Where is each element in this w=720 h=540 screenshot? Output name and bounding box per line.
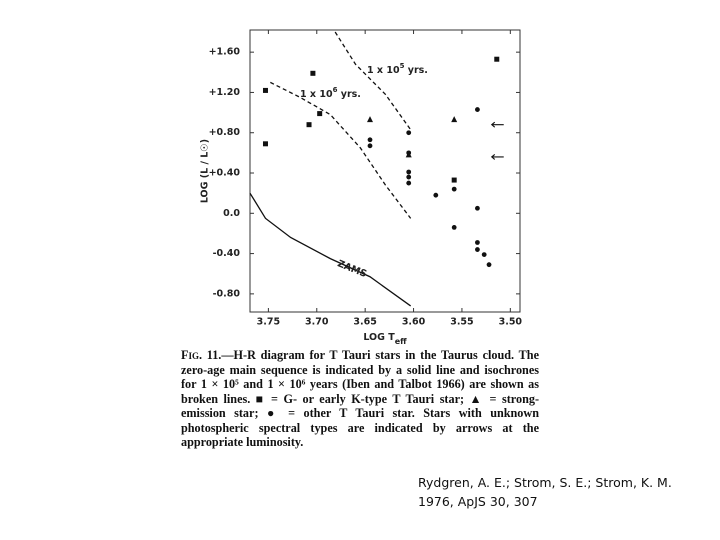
isochrone [334, 31, 412, 131]
circle-point [406, 150, 412, 156]
curve-label-text: ZAMS [336, 258, 369, 280]
citation-authors: Rydgren, A. E.; Strom, S. E.; Strom, K. … [418, 475, 672, 490]
circle-point [451, 186, 457, 192]
triangle-point [367, 116, 373, 123]
x-axis-label: LOG Teff [363, 332, 407, 346]
arrow-point [490, 153, 504, 160]
x-tick-label: 3.55 [450, 317, 473, 328]
x-tick-label: 3.50 [499, 317, 523, 328]
circle-point [433, 192, 439, 198]
curve-label-suffix: yrs. [337, 89, 360, 100]
circle-point [406, 180, 412, 186]
plot-frame [249, 29, 521, 313]
circle-point [406, 130, 412, 136]
circle-point [475, 240, 480, 245]
x-tick-label: 3.70 [305, 317, 329, 328]
curve-label: 1 x 106 yrs. [300, 86, 361, 100]
circle-point [486, 262, 492, 268]
circle-point [406, 169, 412, 175]
curve-label-suffix: yrs. [404, 65, 427, 76]
circle-point [475, 247, 480, 252]
citation: Rydgren, A. E.; Strom, S. E.; Strom, K. … [418, 473, 672, 511]
square-point [306, 122, 312, 128]
circle-point [475, 107, 480, 112]
citation-reference: 1976, ApJS 30, 307 [418, 494, 538, 509]
y-tick-label: +0.40 [209, 168, 241, 179]
caption-text: —H-R diagram for T Tauri stars in the Ta… [181, 348, 539, 449]
y-tick-label: +1.20 [209, 87, 241, 98]
circle-point [481, 252, 487, 257]
isochrone [270, 81, 412, 219]
circle-point [367, 137, 373, 143]
x-tick-label: 3.60 [402, 317, 426, 328]
square-point [262, 87, 268, 93]
curve-label-text: 1 x 10 [300, 89, 333, 100]
x-tick-label: 3.75 [257, 317, 280, 328]
square-point [451, 177, 457, 183]
square-point [317, 111, 323, 117]
y-axis-label: LOG (L / L☉) [200, 139, 211, 203]
curve-label-sup: 5 [400, 62, 405, 70]
curve-label: 1 x 105 yrs. [367, 62, 428, 76]
curve-label-sup: 6 [333, 86, 338, 94]
circle-point [367, 143, 373, 149]
square-point [262, 141, 268, 147]
figure-label: Fig. 11. [181, 348, 222, 362]
y-tick-label: +1.60 [209, 47, 241, 58]
circle-point [475, 205, 480, 211]
figure-caption: Fig. 11.—H-R diagram for T Tauri stars i… [181, 348, 539, 450]
arrow-point [490, 121, 504, 128]
curve-label-text: 1 x 10 [367, 65, 400, 76]
x-axis-label-main: LOG T [363, 332, 395, 343]
y-tick-label: -0.80 [213, 288, 241, 299]
triangle-point [451, 116, 458, 123]
x-tick-label: 3.65 [353, 317, 376, 328]
zams-line [249, 192, 412, 307]
square-point [494, 56, 500, 62]
curve-label: ZAMS [336, 258, 369, 280]
circle-point [406, 174, 412, 180]
y-tick-label: -0.40 [213, 248, 241, 259]
circle-point [451, 225, 457, 230]
y-tick-label: +0.80 [209, 127, 241, 138]
square-point [310, 70, 316, 76]
y-tick-label: 0.0 [223, 208, 240, 219]
x-axis-label-sub: eff [395, 337, 407, 346]
